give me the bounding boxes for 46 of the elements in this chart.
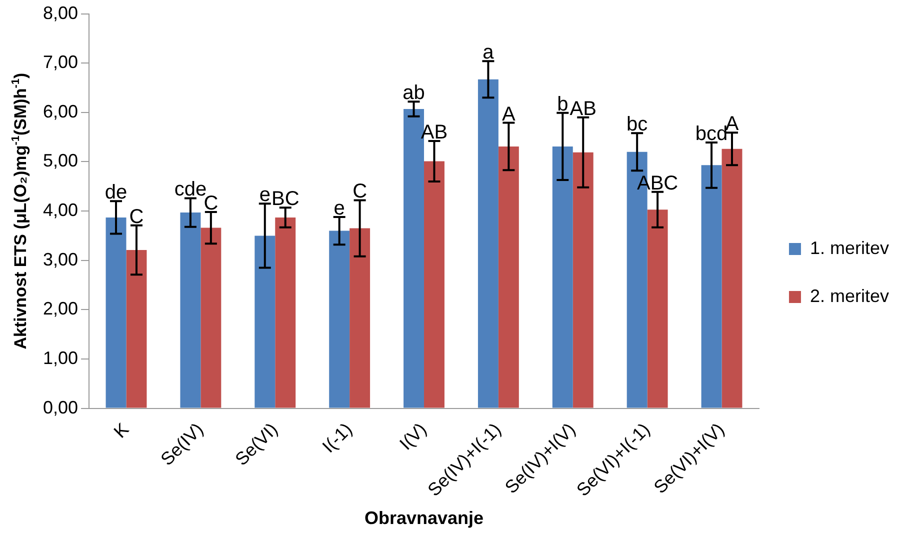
legend-label: 1. meritev: [810, 238, 890, 258]
y-axis-title: Aktivnost ETS (μL(O₂)mg-1(SM)h-1): [10, 72, 30, 350]
annotation: C: [129, 206, 144, 228]
y-tick-label: 5,00: [42, 150, 78, 171]
y-tick-label: 4,00: [42, 200, 78, 220]
legend-label: 2. meritev: [810, 286, 890, 306]
bar: [200, 228, 222, 408]
y-tick-label: 1,00: [42, 348, 78, 368]
y-tick-label: 8,00: [42, 2, 78, 23]
bar: [424, 161, 444, 408]
annotation: bcd: [695, 123, 728, 146]
bar: [722, 148, 742, 408]
annotation: e: [259, 184, 270, 206]
bar: [647, 210, 668, 408]
x-tick-label: I(V): [396, 419, 430, 454]
bar: [701, 165, 722, 408]
bar: [254, 236, 276, 408]
y-tick-label: 7,00: [42, 52, 78, 72]
x-tick-label: K: [110, 419, 133, 442]
annotation: ab: [402, 82, 425, 104]
annotation: BC: [271, 188, 300, 210]
annotation: A: [725, 113, 740, 136]
annotation: b: [557, 93, 568, 116]
y-tick-label: 2,00: [42, 298, 78, 319]
annotation: A: [502, 103, 516, 126]
annotation: e: [334, 197, 345, 220]
bar: [552, 146, 573, 408]
bar: [478, 79, 498, 408]
annotation: a: [482, 42, 495, 64]
x-axis-title: Obravnavanje: [364, 508, 484, 528]
y-tick-label: 0,00: [42, 397, 78, 418]
y-tick-label: 3,00: [42, 249, 78, 270]
bar: [498, 146, 519, 408]
bar: [329, 230, 350, 408]
annotation: C: [352, 180, 368, 203]
bar: [126, 250, 147, 408]
bar: [275, 217, 296, 408]
annotation: bc: [626, 114, 648, 136]
bar: [350, 228, 370, 408]
annotation: de: [104, 182, 128, 204]
bar: [572, 152, 594, 408]
bar: [106, 217, 126, 408]
annotation: AB: [570, 98, 596, 120]
y-tick-label: 6,00: [42, 101, 78, 122]
x-tick-label: I(-1): [318, 419, 356, 457]
bar: [180, 212, 201, 408]
